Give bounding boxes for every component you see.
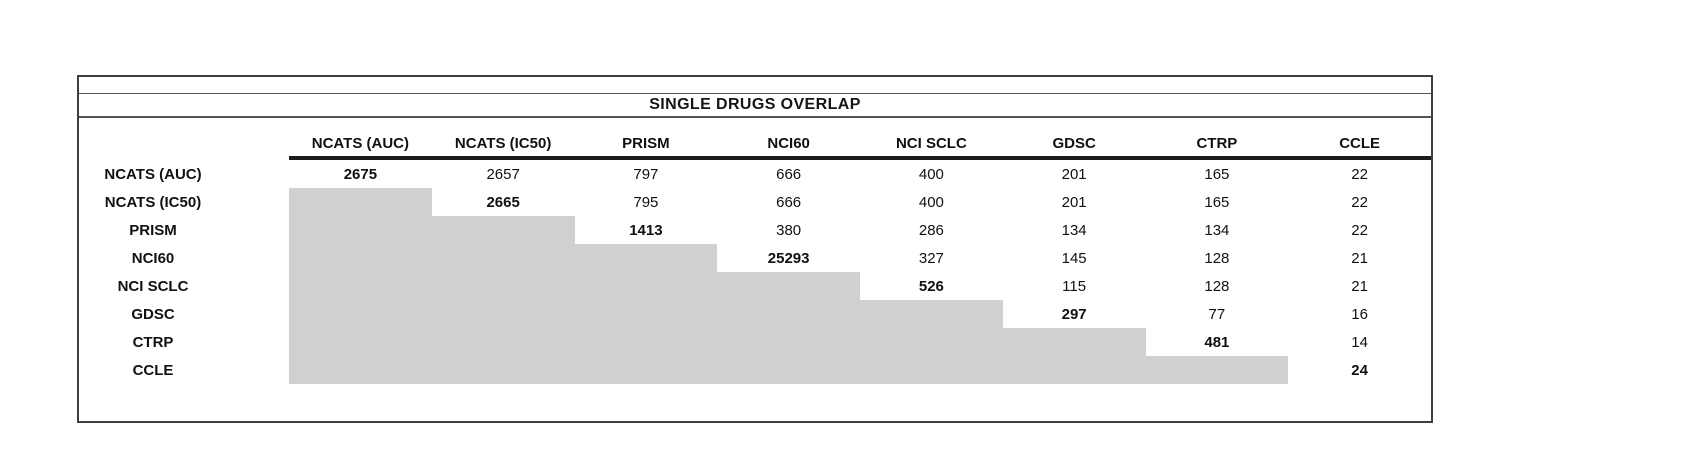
shaded-cell (289, 188, 432, 216)
column-header-row: NCATS (AUC) NCATS (IC50) PRISM NCI60 NCI… (79, 118, 1431, 156)
table-cell: 22 (1351, 193, 1368, 211)
table-cell: 21 (1351, 249, 1368, 267)
diagonal-cell: 297 (1061, 305, 1087, 323)
shaded-cell (431, 356, 575, 384)
row-header-nci60: NCI60 (131, 249, 175, 267)
row-header-nci-sclc: NCI SCLC (117, 277, 189, 295)
table-cell: 115 (1062, 277, 1087, 295)
column-header-ncats-ic50: NCATS (IC50) (454, 135, 552, 152)
table-cell: 666 (776, 193, 802, 211)
shaded-cell (1002, 328, 1146, 356)
row-header-gdsc: GDSC (131, 305, 175, 323)
shaded-cell (1002, 356, 1146, 384)
table-cell: 128 (1204, 249, 1230, 267)
column-header-nci-sclc: NCI SCLC (895, 135, 967, 152)
table-body: NCATS (AUC) 2675 2657 797 666 400 201 16… (79, 160, 1431, 384)
row-header-ctrp: CTRP (132, 333, 174, 351)
diagonal-cell: 24 (1351, 361, 1368, 379)
shaded-cell (860, 300, 1003, 328)
row-header-ncats-ic50: NCATS (IC50) (104, 193, 202, 211)
shaded-cell (431, 328, 575, 356)
column-header-ccle: CCLE (1339, 135, 1381, 152)
shaded-cell (574, 272, 718, 300)
shaded-cell (574, 356, 718, 384)
shaded-cell (717, 356, 860, 384)
table-cell: 21 (1351, 277, 1368, 295)
single-drugs-overlap-table: SINGLE DRUGS OVERLAP NCATS (AUC) NCATS (… (77, 75, 1433, 423)
shaded-cell (860, 356, 1003, 384)
table-cell: 400 (918, 193, 944, 211)
header-underline (289, 156, 1431, 160)
shaded-cell (574, 244, 718, 272)
shaded-cell (431, 244, 575, 272)
table-cell: 666 (776, 165, 802, 183)
table-cell: 165 (1204, 165, 1230, 183)
shaded-cell (1145, 356, 1289, 384)
table-cell: 380 (776, 221, 802, 239)
diagonal-cell: 526 (918, 277, 944, 295)
shaded-cell (717, 272, 860, 300)
shaded-cell (289, 300, 432, 328)
shaded-cell (289, 244, 432, 272)
column-header-ncats-auc: NCATS (AUC) (311, 135, 409, 152)
shaded-cell (289, 328, 432, 356)
diagonal-cell: 481 (1204, 333, 1230, 351)
table-cell: 797 (633, 165, 659, 183)
shaded-cell (574, 300, 718, 328)
table-cell: 327 (918, 249, 944, 267)
table-cell: 400 (918, 165, 944, 183)
table-cell: 22 (1351, 221, 1368, 239)
table-cell: 165 (1204, 193, 1230, 211)
table-cell: 201 (1061, 193, 1087, 211)
row-header-ccle: CCLE (132, 361, 174, 379)
table-cell: 22 (1351, 165, 1368, 183)
table-title-row: SINGLE DRUGS OVERLAP (79, 94, 1431, 118)
table-cell: 145 (1061, 249, 1087, 267)
shaded-cell (860, 328, 1003, 356)
table-cell: 134 (1204, 221, 1230, 239)
column-header-prism: PRISM (622, 135, 670, 152)
shaded-cell (431, 216, 575, 244)
table-cell: 795 (633, 193, 659, 211)
column-header-nci60: NCI60 (767, 135, 810, 152)
row-header-ncats-auc: NCATS (AUC) (104, 165, 202, 183)
table-cell: 77 (1208, 305, 1226, 323)
shaded-cell (717, 300, 860, 328)
table-cell: 16 (1351, 305, 1368, 323)
diagonal-cell: 2665 (486, 193, 520, 211)
diagonal-cell: 2675 (343, 165, 378, 183)
shaded-cell (289, 216, 432, 244)
table-cell: 286 (918, 221, 944, 239)
table-cell: 128 (1204, 277, 1230, 295)
diagonal-cell: 25293 (767, 249, 810, 267)
shaded-cell (431, 272, 575, 300)
table-cell: 2657 (486, 165, 520, 183)
column-header-gdsc: GDSC (1052, 135, 1096, 152)
shaded-cell (574, 328, 718, 356)
column-header-ctrp: CTRP (1196, 135, 1238, 152)
shaded-cell (431, 300, 575, 328)
diagonal-cell: 1413 (629, 221, 663, 239)
shaded-cell (289, 356, 432, 384)
table-top-strip (79, 77, 1431, 94)
shaded-cell (717, 328, 860, 356)
table-title: SINGLE DRUGS OVERLAP (649, 96, 861, 113)
row-header-prism: PRISM (129, 221, 177, 239)
table-cell: 134 (1061, 221, 1087, 239)
shaded-cell (289, 272, 432, 300)
table-cell: 14 (1351, 333, 1368, 351)
table-cell: 201 (1061, 165, 1087, 183)
